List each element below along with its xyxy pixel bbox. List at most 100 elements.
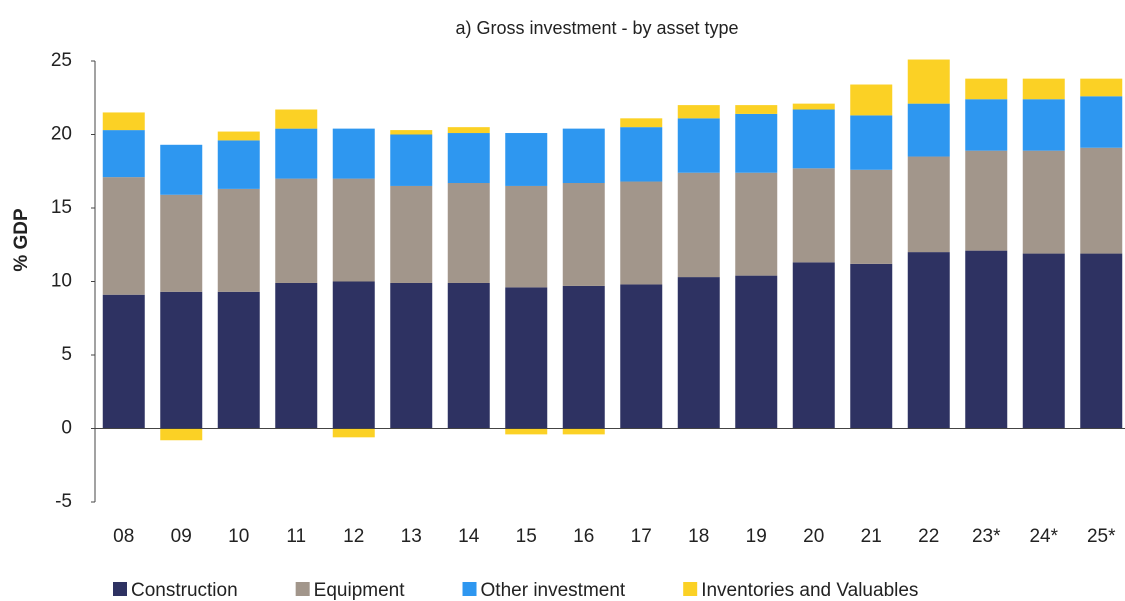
bar-segment	[562, 428, 605, 435]
bar-segment	[677, 118, 720, 173]
x-tick-label: 12	[343, 526, 364, 547]
bar-segment	[562, 183, 605, 286]
bar-segment	[850, 84, 893, 116]
x-tick-label: 09	[171, 526, 192, 547]
x-tick-label: 22	[918, 526, 939, 547]
bar-segment	[102, 130, 145, 178]
bar-segment	[217, 291, 260, 429]
x-tick-label: 21	[861, 526, 882, 547]
bar-segment	[275, 109, 318, 129]
x-tick-label: 13	[401, 526, 422, 547]
bar-segment	[792, 109, 835, 169]
bar-segment	[275, 178, 318, 283]
bar-segment	[562, 128, 605, 184]
bar-segment	[792, 168, 835, 263]
bar-segment	[1022, 253, 1065, 429]
x-tick-label: 20	[803, 526, 824, 547]
bar-segment	[620, 118, 663, 128]
bar-segment	[1022, 150, 1065, 254]
x-tick-label: 11	[286, 526, 306, 547]
bar-segment	[332, 281, 375, 429]
x-tick-label: 16	[573, 526, 594, 547]
bar-segment	[620, 127, 663, 182]
bar-segment	[1080, 78, 1123, 97]
bar-segment	[275, 282, 318, 429]
x-tick-label: 15	[516, 526, 537, 547]
bar-segment	[447, 133, 490, 184]
x-tick-label: 25*	[1087, 526, 1116, 547]
legend-swatch	[462, 582, 477, 596]
bar-segment	[965, 250, 1008, 429]
bar-segment	[677, 277, 720, 429]
x-tick-label: 14	[458, 526, 480, 547]
x-tick-label: 10	[228, 526, 249, 547]
bar-segment	[965, 78, 1008, 100]
y-tick-label: -5	[55, 491, 72, 512]
bar-segment	[965, 150, 1008, 251]
bar-segment	[677, 172, 720, 278]
y-tick-label: 15	[51, 197, 72, 218]
bar-segment	[1022, 99, 1065, 151]
legend-label: Other investment	[481, 580, 626, 601]
legend-label: Equipment	[314, 580, 406, 601]
bar-segment	[850, 169, 893, 264]
bar-segment	[907, 59, 950, 104]
bar-segment	[562, 285, 605, 429]
bar-segment	[1022, 78, 1065, 100]
bar-segment	[332, 178, 375, 282]
y-tick-label: 10	[51, 271, 72, 292]
bar-segment	[1080, 253, 1123, 429]
bar-segment	[965, 99, 1008, 151]
bar-segment	[275, 128, 318, 179]
bar-segment	[217, 131, 260, 141]
x-tick-label: 08	[113, 526, 134, 547]
bar-segment	[792, 262, 835, 429]
y-axis-label: % GDP	[11, 208, 32, 272]
bar-segment	[160, 194, 203, 292]
x-tick-label: 17	[631, 526, 652, 547]
bar-segment	[447, 282, 490, 429]
bar-segment	[735, 172, 778, 276]
x-tick-label: 19	[746, 526, 767, 547]
bar-segment	[332, 128, 375, 179]
bar-segment	[390, 134, 433, 186]
legend-label: Construction	[131, 580, 238, 601]
bar-segment	[505, 428, 548, 435]
legend-label: Inventories and Valuables	[701, 580, 918, 601]
bar-segment	[160, 428, 203, 441]
x-tick-label: 23*	[972, 526, 1001, 547]
legend-swatch	[683, 582, 698, 596]
bar-segment	[907, 252, 950, 429]
y-tick-label: 0	[61, 418, 72, 439]
y-tick-label: 5	[61, 344, 72, 365]
bar-segment	[850, 115, 893, 170]
bar-segment	[217, 188, 260, 292]
x-tick-label: 24*	[1029, 526, 1058, 547]
bar-segment	[390, 130, 433, 135]
bar-segment	[735, 275, 778, 429]
bar-segment	[102, 112, 145, 131]
bar-segment	[332, 428, 375, 438]
bar-segment	[735, 105, 778, 114]
bar-segment	[505, 185, 548, 288]
y-tick-label: 25	[51, 50, 72, 71]
bar-segment	[217, 140, 260, 189]
x-tick-label: 18	[688, 526, 709, 547]
chart-title: a) Gross investment - by asset type	[455, 18, 738, 38]
bar-segment	[160, 291, 203, 429]
bar-segment	[102, 177, 145, 295]
bar-segment	[792, 103, 835, 110]
bar-segment	[160, 144, 203, 195]
bar-segment	[390, 185, 433, 283]
legend-swatch	[295, 582, 310, 596]
bar-segment	[447, 127, 490, 134]
bar-segment	[735, 113, 778, 173]
bar-segment	[907, 156, 950, 253]
bar-segment	[907, 103, 950, 157]
bar-segment	[447, 183, 490, 283]
bar-segment	[620, 181, 663, 285]
bar-segment	[1080, 147, 1123, 254]
bar-segment	[505, 133, 548, 186]
bar-segment	[677, 105, 720, 119]
